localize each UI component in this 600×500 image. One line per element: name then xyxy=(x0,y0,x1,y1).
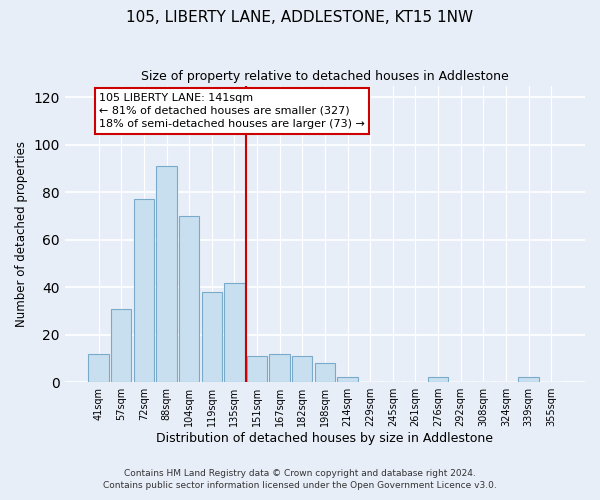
Bar xyxy=(224,282,245,382)
Text: 105, LIBERTY LANE, ADDLESTONE, KT15 1NW: 105, LIBERTY LANE, ADDLESTONE, KT15 1NW xyxy=(127,10,473,25)
Bar xyxy=(518,378,539,382)
Text: Contains HM Land Registry data © Crown copyright and database right 2024.
Contai: Contains HM Land Registry data © Crown c… xyxy=(103,468,497,490)
Y-axis label: Number of detached properties: Number of detached properties xyxy=(15,141,28,327)
Bar xyxy=(134,200,154,382)
Bar xyxy=(337,378,358,382)
Bar xyxy=(269,354,290,382)
Title: Size of property relative to detached houses in Addlestone: Size of property relative to detached ho… xyxy=(141,70,509,83)
Bar xyxy=(315,363,335,382)
Bar xyxy=(202,292,222,382)
Bar xyxy=(157,166,176,382)
X-axis label: Distribution of detached houses by size in Addlestone: Distribution of detached houses by size … xyxy=(157,432,493,445)
Text: 105 LIBERTY LANE: 141sqm
← 81% of detached houses are smaller (327)
18% of semi-: 105 LIBERTY LANE: 141sqm ← 81% of detach… xyxy=(99,92,365,129)
Bar xyxy=(247,356,267,382)
Bar xyxy=(428,378,448,382)
Bar xyxy=(292,356,313,382)
Bar xyxy=(88,354,109,382)
Bar xyxy=(179,216,199,382)
Bar xyxy=(111,308,131,382)
